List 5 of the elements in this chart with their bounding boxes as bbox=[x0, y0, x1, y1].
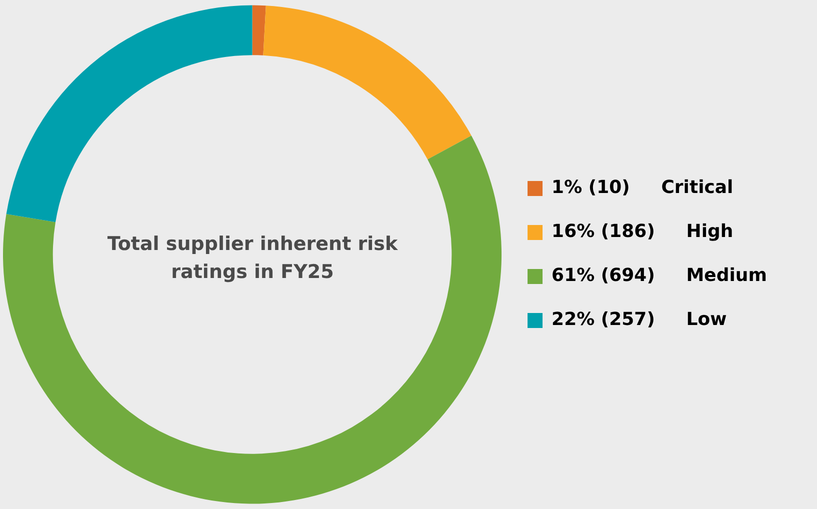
legend-label: 1% (10) Critical bbox=[552, 177, 734, 198]
legend-label: 61% (694) Medium bbox=[552, 265, 768, 286]
legend-label: 16% (186) High bbox=[552, 221, 734, 242]
text: Total supplier inherent risk ratings in FY25 bbox=[106, 232, 399, 285]
legend-label: 22% (257) Low bbox=[552, 309, 727, 330]
